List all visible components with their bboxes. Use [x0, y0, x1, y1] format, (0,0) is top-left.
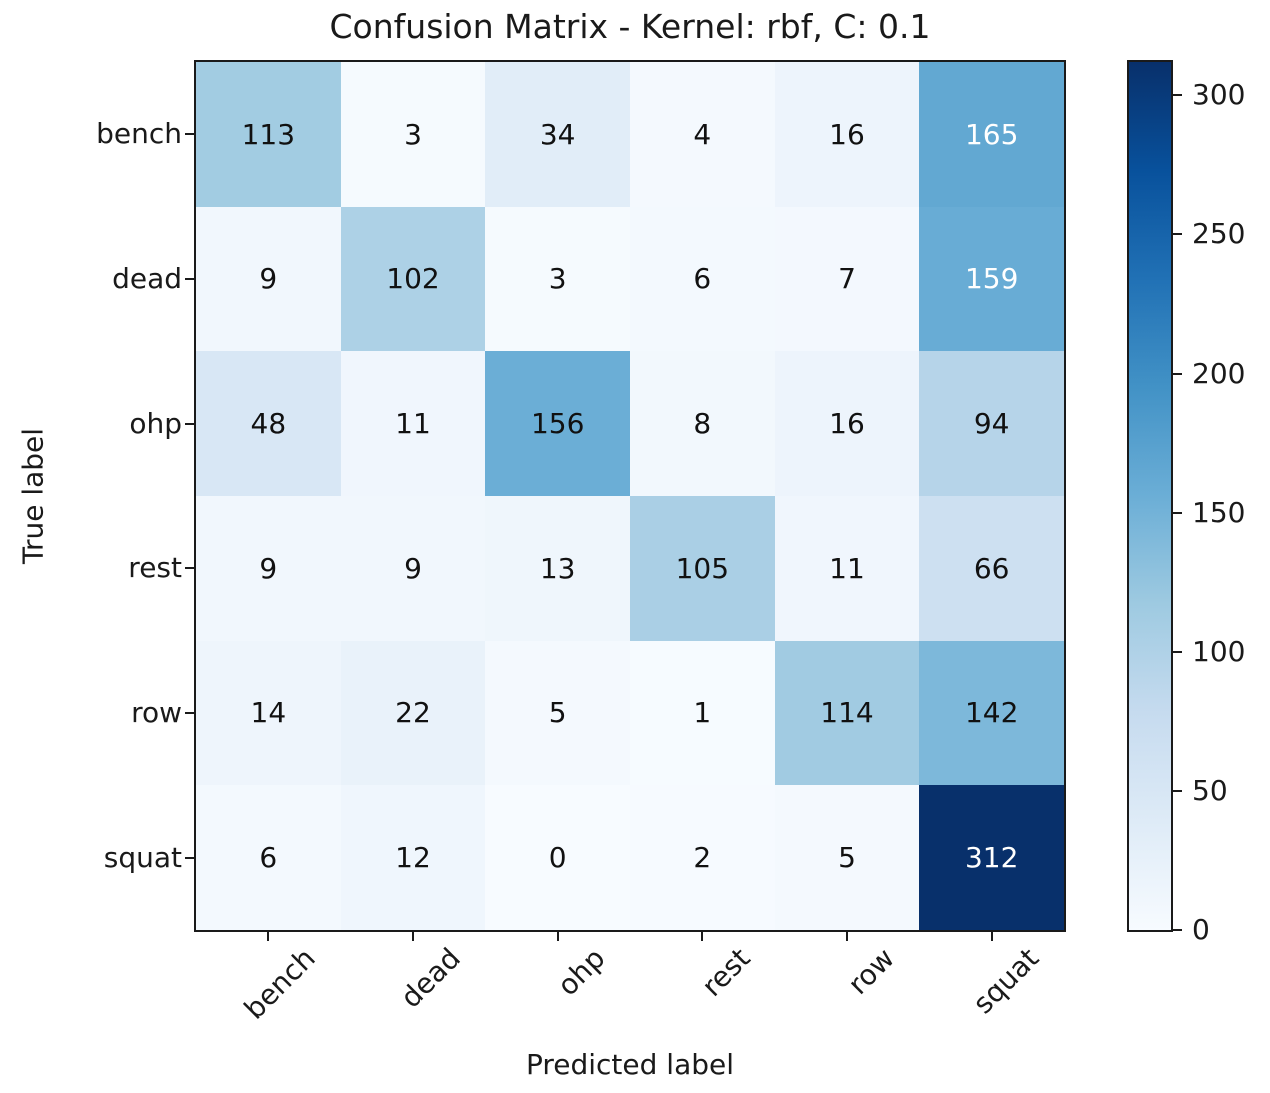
- colorbar-tick-label-200: 200: [1192, 356, 1246, 390]
- colorbar: [1127, 60, 1173, 932]
- matrix-cell-dead-ohp: 3: [485, 206, 630, 352]
- colorbar-tick-mark: [1173, 233, 1182, 236]
- colorbar-tick-mark: [1173, 929, 1182, 931]
- x-tick-label-dead: dead: [394, 941, 467, 1015]
- matrix-cell-bench-squat: 165: [919, 62, 1064, 207]
- y-tick-label-rest: rest: [128, 551, 182, 585]
- matrix-cell-bench-bench: 113: [196, 62, 341, 207]
- colorbar-tick-label-250: 250: [1192, 217, 1246, 251]
- matrix-cell-dead-row: 7: [774, 206, 920, 352]
- matrix-cell-dead-bench: 9: [196, 206, 341, 352]
- colorbar-tick-mark: [1173, 650, 1182, 653]
- matrix-cell-ohp-dead: 11: [340, 351, 486, 496]
- colorbar-tick-label-50: 50: [1192, 773, 1228, 807]
- x-tick-label-row: row: [841, 941, 901, 1001]
- x-tick-label-rest: rest: [694, 941, 757, 1003]
- matrix-cell-row-ohp: 5: [485, 640, 630, 786]
- y-tick-mark: [185, 422, 194, 425]
- matrix-cell-rest-ohp: 13: [485, 496, 630, 641]
- y-tick-mark: [185, 567, 194, 570]
- matrix-cell-bench-row: 16: [774, 62, 920, 207]
- y-tick-mark: [185, 856, 194, 859]
- x-tick-label-squat: squat: [966, 941, 1046, 1021]
- x-tick-mark: [701, 932, 704, 941]
- matrix-cell-squat-dead: 12: [340, 785, 486, 930]
- y-axis-title: True label: [16, 427, 50, 565]
- y-tick-label-bench: bench: [96, 117, 182, 151]
- x-tick-mark: [990, 932, 993, 941]
- heatmap-plot-area: 113 3 34 4 16 165 9 102 3 6 7 159 48 11 156 8 16 94 9 9 13 10…: [194, 60, 1066, 932]
- x-tick-mark: [556, 932, 559, 941]
- colorbar-tick-label-150: 150: [1192, 495, 1246, 529]
- matrix-cell-bench-ohp: 34: [485, 62, 630, 207]
- x-tick-mark: [846, 932, 848, 941]
- colorbar-tick-mark: [1173, 372, 1182, 375]
- y-tick-label-dead: dead: [112, 262, 182, 295]
- matrix-cell-row-row: 114: [774, 640, 920, 786]
- colorbar-tick-label-100: 100: [1192, 634, 1246, 668]
- colorbar-tick-label-300: 300: [1192, 78, 1246, 112]
- x-axis-title: Predicted label: [525, 1048, 735, 1081]
- matrix-cell-dead-squat: 159: [919, 206, 1064, 352]
- colorbar-tick-label-0: 0: [1192, 913, 1210, 946]
- matrix-cell-squat-row: 5: [774, 785, 920, 930]
- matrix-cell-ohp-ohp: 156: [485, 351, 630, 496]
- matrix-cell-rest-squat: 66: [919, 496, 1064, 641]
- matrix-cell-row-dead: 22: [340, 640, 486, 786]
- matrix-cell-rest-bench: 9: [196, 496, 341, 641]
- matrix-cell-ohp-squat: 94: [919, 351, 1064, 496]
- matrix-cell-dead-rest: 6: [630, 206, 775, 352]
- matrix-cell-rest-rest: 105: [630, 496, 775, 641]
- x-tick-label-bench: bench: [238, 941, 323, 1026]
- matrix-cell-bench-dead: 3: [340, 62, 486, 207]
- matrix-cell-squat-ohp: 0: [485, 785, 630, 930]
- matrix-cell-row-squat: 142: [919, 640, 1064, 786]
- matrix-cell-bench-rest: 4: [630, 62, 775, 207]
- colorbar-tick-mark: [1173, 511, 1182, 514]
- y-tick-label-row: row: [131, 696, 182, 729]
- matrix-cell-ohp-rest: 8: [630, 351, 775, 496]
- matrix-cell-squat-squat: 312: [919, 785, 1064, 930]
- y-tick-mark: [185, 133, 194, 136]
- chart-title: Confusion Matrix - Kernel: rbf, C: 0.1: [329, 7, 931, 46]
- x-tick-label-ohp: ohp: [551, 941, 612, 1003]
- matrix-cell-row-rest: 1: [630, 640, 775, 786]
- matrix-cell-ohp-bench: 48: [196, 351, 341, 496]
- matrix-cell-ohp-row: 16: [774, 351, 920, 496]
- colorbar-tick-mark: [1173, 789, 1182, 792]
- x-tick-mark: [412, 932, 414, 941]
- matrix-cell-rest-row: 11: [774, 496, 920, 641]
- matrix-cell-dead-dead: 102: [340, 206, 486, 352]
- y-tick-mark: [185, 712, 194, 714]
- matrix-cell-row-bench: 14: [196, 640, 341, 786]
- matrix-cell-rest-dead: 9: [340, 496, 486, 641]
- y-tick-label-ohp: ohp: [129, 406, 182, 440]
- matrix-cell-squat-bench: 6: [196, 785, 341, 930]
- matrix-cell-squat-rest: 2: [630, 785, 775, 930]
- x-tick-mark: [267, 932, 270, 941]
- heatmap-cells: 113 3 34 4 16 165 9 102 3 6 7 159 48 11 156 8 16 94 9 9 13 10…: [196, 62, 1064, 930]
- y-tick-label-squat: squat: [103, 840, 182, 874]
- colorbar-tick-mark: [1173, 94, 1182, 97]
- y-tick-mark: [185, 278, 194, 280]
